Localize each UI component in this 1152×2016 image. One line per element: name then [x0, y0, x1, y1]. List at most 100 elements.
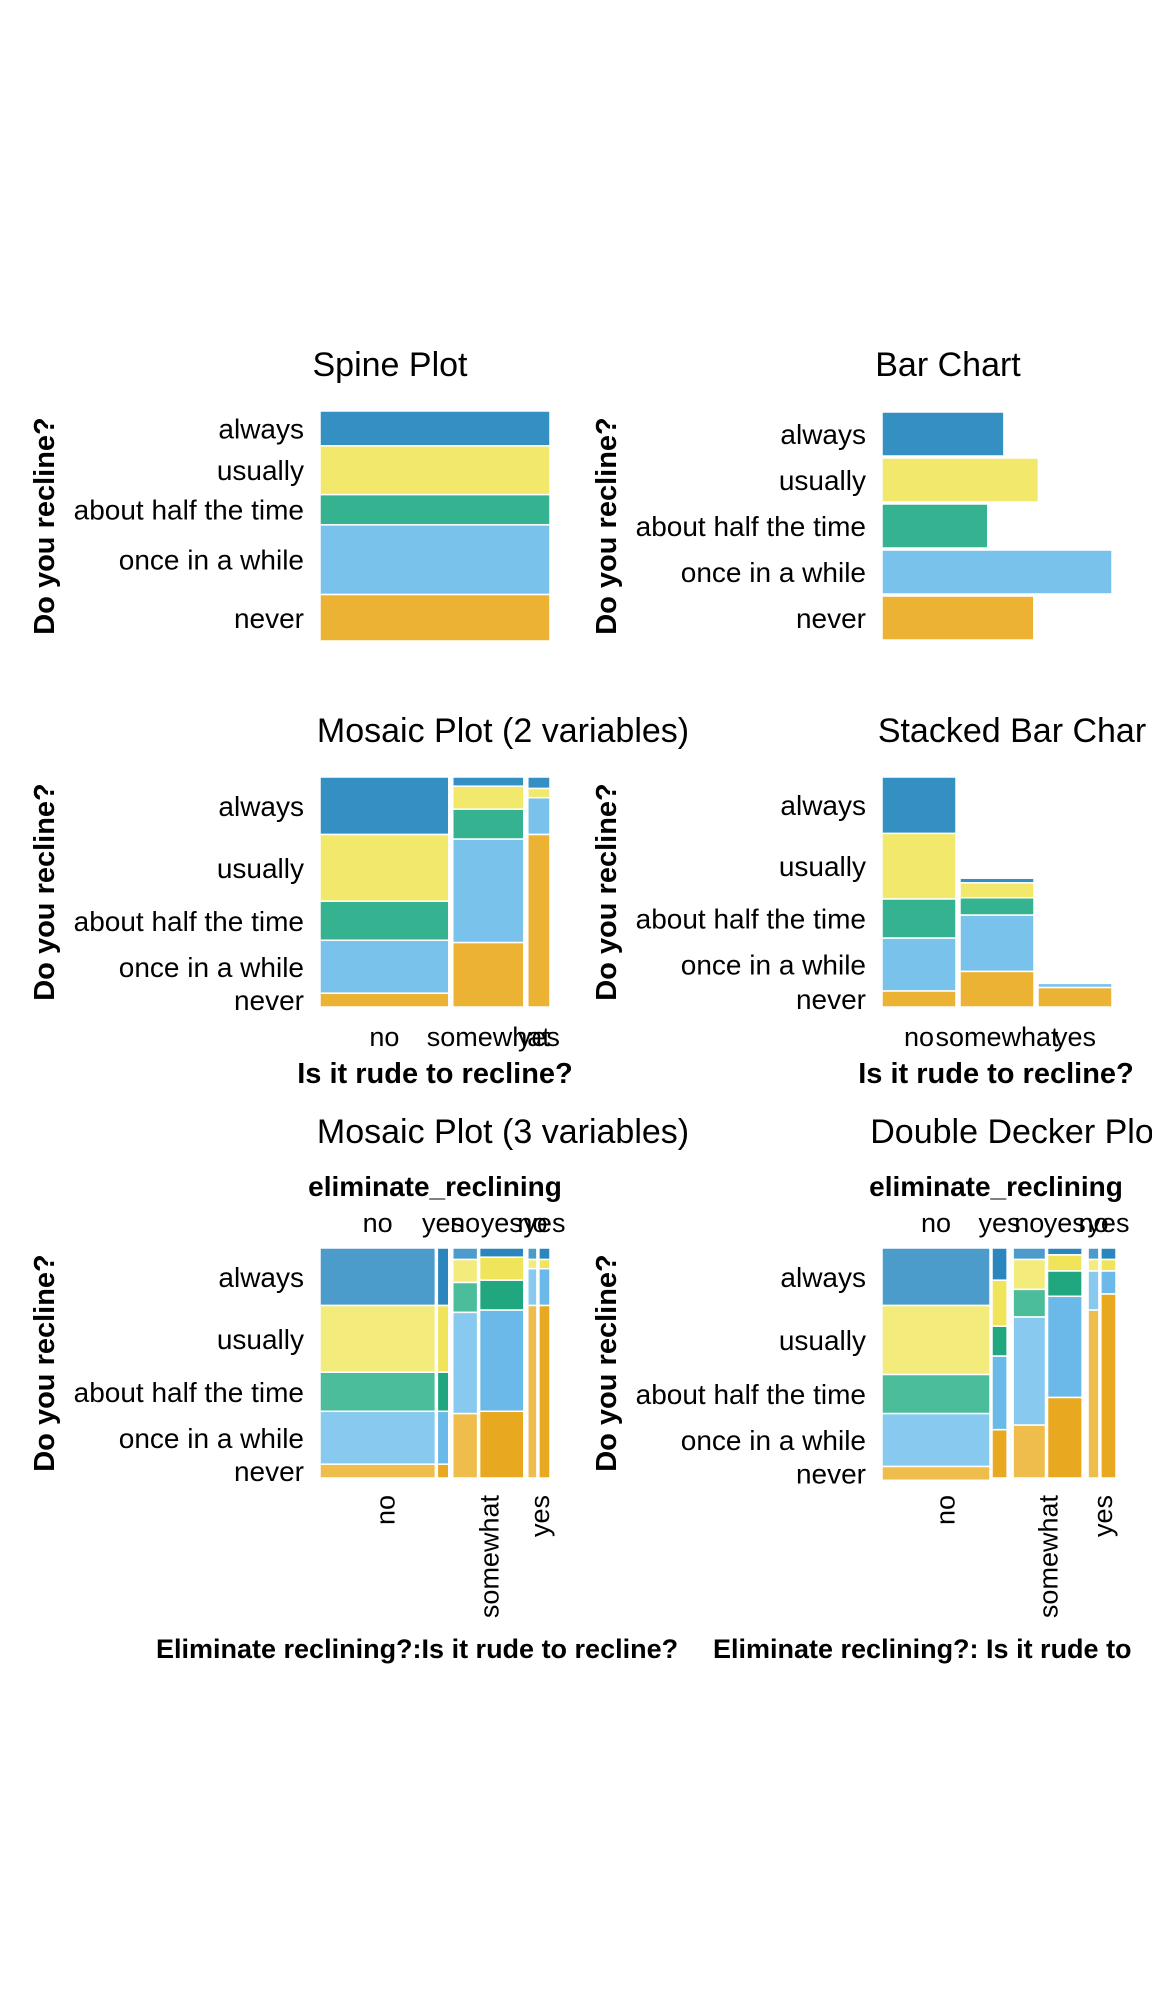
double-label-never: never: [796, 1458, 866, 1489]
mosaic3-cell-somewhat-yes-about-half-the-time: [478, 1279, 525, 1311]
mosaic3-cell-somewhat-yes-always: [478, 1247, 525, 1258]
bar-once-in-a-while: [881, 549, 1113, 595]
stacked-x-axis-label: Is it rude to recline?: [858, 1058, 1134, 1090]
double-cell-yes-no-always: [1087, 1247, 1100, 1261]
mosaic3-x-tick-yes: yes: [525, 1495, 555, 1537]
mosaic3-cell-no-yes-once-in-a-while: [436, 1410, 450, 1465]
mosaic3-cell-yes-yes-usually: [538, 1258, 551, 1270]
mosaic2-x-tick-somewhat: somewhat: [427, 1022, 551, 1052]
bar-usually: [881, 457, 1040, 503]
stacked-x-tick-yes: yes: [1054, 1022, 1096, 1052]
mosaic3-label-usually: usually: [217, 1324, 304, 1355]
double-label-usually: usually: [779, 1325, 866, 1356]
spine-segment-once-in-a-while: [319, 524, 551, 596]
mosaic3-cell-no-yes-about-half-the-time: [436, 1371, 450, 1413]
double-top-tick-yes-no: no: [1078, 1208, 1108, 1238]
double-eliminate-header: eliminate_reclining: [869, 1171, 1123, 1202]
mosaic3-cell-yes-no-always: [527, 1247, 538, 1261]
mosaic3-cell-no-no-usually: [319, 1304, 437, 1373]
mosaic2-x-axis-label: Is it rude to recline?: [297, 1058, 573, 1090]
double-cell-no-no-never: [881, 1465, 991, 1482]
mosaic2-label-about-half-the-time: about half the time: [74, 906, 304, 937]
double-cell-somewhat-no-about-half-the-time: [1012, 1288, 1047, 1318]
mosaic3-cell-somewhat-yes-once-in-a-while: [478, 1309, 525, 1413]
mosaic3-cell-no-no-never: [319, 1463, 437, 1479]
stacked-segment-no-never: [881, 990, 957, 1008]
double-label-about-half-the-time: about half the time: [636, 1379, 866, 1410]
double-x-axis-label: Eliminate reclining?: Is it rude to: [713, 1634, 1132, 1664]
mosaic3-label-about-half-the-time: about half the time: [74, 1377, 304, 1408]
double-cell-yes-yes-always: [1100, 1247, 1117, 1261]
mosaic2-x-tick-no: no: [369, 1022, 399, 1052]
mosaic2-cell-somewhat-usually: [452, 785, 525, 810]
mosaic2-cell-yes-once-in-a-while: [527, 796, 551, 836]
mosaic2-cell-yes-usually: [527, 787, 551, 799]
mosaic3-title: Mosaic Plot (3 variables): [317, 1113, 689, 1151]
y-axis-label-1: Do you recline?: [591, 1254, 623, 1472]
mosaic2-cell-somewhat-never: [452, 941, 525, 1008]
mosaic2-cell-no-always: [319, 776, 450, 836]
stacked-label-always: always: [780, 790, 866, 821]
mosaic3-cell-somewhat-no-about-half-the-time: [452, 1281, 479, 1314]
double-cell-somewhat-yes-always: [1046, 1247, 1083, 1256]
mosaic2-cell-somewhat-about-half-the-time: [452, 808, 525, 840]
y-axis-label-0: Do you recline?: [29, 783, 61, 1001]
double-cell-somewhat-yes-usually: [1046, 1254, 1083, 1272]
mosaic2-cell-no-never: [319, 992, 450, 1008]
mosaic3-cell-yes-no-never: [527, 1304, 538, 1479]
mosaic3-x-axis-label: Eliminate reclining?:Is it rude to recli…: [156, 1634, 678, 1664]
bar-label-usually: usually: [779, 465, 866, 496]
stacked-x-tick-somewhat: somewhat: [935, 1022, 1059, 1052]
spine-segment-always: [319, 410, 551, 447]
mosaic3-top-tick-somewhat-yes: yes: [481, 1208, 523, 1238]
mosaic3-cell-no-yes-never: [436, 1463, 450, 1479]
mosaic2-cell-yes-always: [527, 776, 551, 790]
double-cell-somewhat-no-never: [1012, 1424, 1047, 1479]
double-title: Double Decker Plo: [870, 1113, 1152, 1151]
double-label-always: always: [780, 1262, 866, 1293]
double-cell-no-yes-usually: [991, 1279, 1008, 1327]
mosaic3-cell-yes-yes-once-in-a-while: [538, 1267, 551, 1307]
mosaic3-cell-somewhat-no-never: [452, 1412, 479, 1479]
double-cell-yes-no-usually: [1087, 1258, 1100, 1272]
mosaic3-cell-no-no-once-in-a-while: [319, 1410, 437, 1465]
mosaic3-cell-no-no-always: [319, 1247, 437, 1307]
stacked-segment-somewhat-usually: [959, 882, 1035, 899]
mosaic3-x-tick-no: no: [370, 1495, 400, 1525]
stacked-segment-somewhat-always: [959, 877, 1035, 884]
stacked-title: Stacked Bar Char: [878, 712, 1146, 750]
stacked-label-once-in-a-while: once in a while: [681, 949, 866, 980]
double-cell-no-yes-about-half-the-time: [991, 1325, 1008, 1357]
double-cell-yes-no-never: [1087, 1309, 1100, 1479]
bar-about-half-the-time: [881, 503, 989, 549]
mosaic2-cell-no-usually: [319, 833, 450, 902]
double-top-tick-no-yes: yes: [979, 1208, 1021, 1238]
double-cell-somewhat-no-always: [1012, 1247, 1047, 1261]
double-cell-yes-no-once-in-a-while: [1087, 1270, 1100, 1311]
stacked-segment-yes-never: [1037, 986, 1113, 1008]
double-cell-no-yes-once-in-a-while: [991, 1355, 1008, 1431]
y-axis-label-1: Do you recline?: [591, 783, 623, 1001]
mosaic2-cell-yes-never: [527, 833, 551, 1008]
spine-label-about-half-the-time: about half the time: [74, 495, 304, 526]
mosaic3-top-tick-yes-no: no: [517, 1208, 547, 1238]
stacked-x-tick-no: no: [904, 1022, 934, 1052]
bar-label-about-half-the-time: about half the time: [636, 511, 866, 542]
double-cell-somewhat-yes-once-in-a-while: [1046, 1295, 1083, 1399]
stacked-segment-somewhat-never: [959, 970, 1035, 1008]
double-cell-no-yes-always: [991, 1247, 1008, 1281]
double-cell-yes-yes-never: [1100, 1293, 1117, 1479]
spine-label-usually: usually: [217, 455, 304, 486]
mosaic3-cell-yes-no-usually: [527, 1258, 538, 1270]
double-cell-yes-yes-usually: [1100, 1258, 1117, 1272]
mosaic3-label-always: always: [218, 1262, 304, 1293]
bar-label-always: always: [780, 419, 866, 450]
double-cell-no-no-always: [881, 1247, 991, 1307]
spine-segment-about-half-the-time: [319, 493, 551, 526]
mosaic2-cell-somewhat-once-in-a-while: [452, 838, 525, 944]
mosaic2-title: Mosaic Plot (2 variables): [317, 712, 689, 750]
y-axis-label-1: Do you recline?: [591, 417, 623, 635]
double-x-tick-yes: yes: [1088, 1495, 1118, 1537]
